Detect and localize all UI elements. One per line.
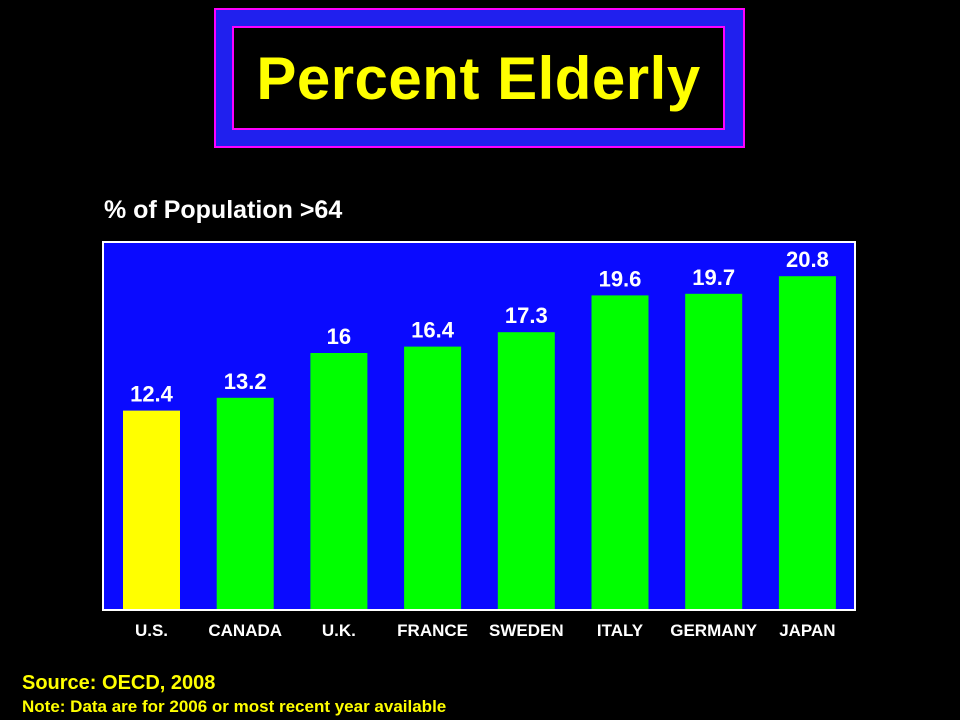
category-label: FRANCE xyxy=(397,621,468,640)
bar-japan xyxy=(778,276,836,609)
bar-france xyxy=(404,346,462,609)
value-label: 17.3 xyxy=(505,303,548,328)
value-label: 16.4 xyxy=(411,318,455,343)
chart-title: Percent Elderly xyxy=(256,44,701,112)
category-label: SWEDEN xyxy=(489,621,564,640)
bar-us xyxy=(123,410,180,609)
value-label: 16 xyxy=(327,324,351,349)
bar-canada xyxy=(216,397,274,609)
bars-group xyxy=(123,276,836,609)
value-label: 19.6 xyxy=(599,266,642,291)
category-label: U.K. xyxy=(322,621,356,640)
title-box: Percent Elderly xyxy=(232,26,725,130)
bar-sweden xyxy=(497,332,555,609)
source-note: Source: OECD, 2008 xyxy=(22,672,216,694)
bar-italy xyxy=(591,295,649,609)
category-label: ITALY xyxy=(597,621,644,640)
title-frame: Percent Elderly xyxy=(214,8,745,148)
value-label: 19.7 xyxy=(692,265,735,290)
bar-uk xyxy=(310,353,368,609)
category-label: JAPAN xyxy=(779,621,835,640)
data-note: Note: Data are for 2006 or most recent y… xyxy=(22,697,447,716)
category-label: GERMANY xyxy=(670,621,758,640)
category-label: CANADA xyxy=(208,621,282,640)
chart-subtitle: % of Population >64 xyxy=(104,196,343,224)
category-label: U.S. xyxy=(135,621,168,640)
bar-germany xyxy=(685,293,743,609)
value-label: 12.4 xyxy=(130,382,174,407)
value-label: 13.2 xyxy=(224,369,267,394)
value-label: 20.8 xyxy=(786,247,829,272)
